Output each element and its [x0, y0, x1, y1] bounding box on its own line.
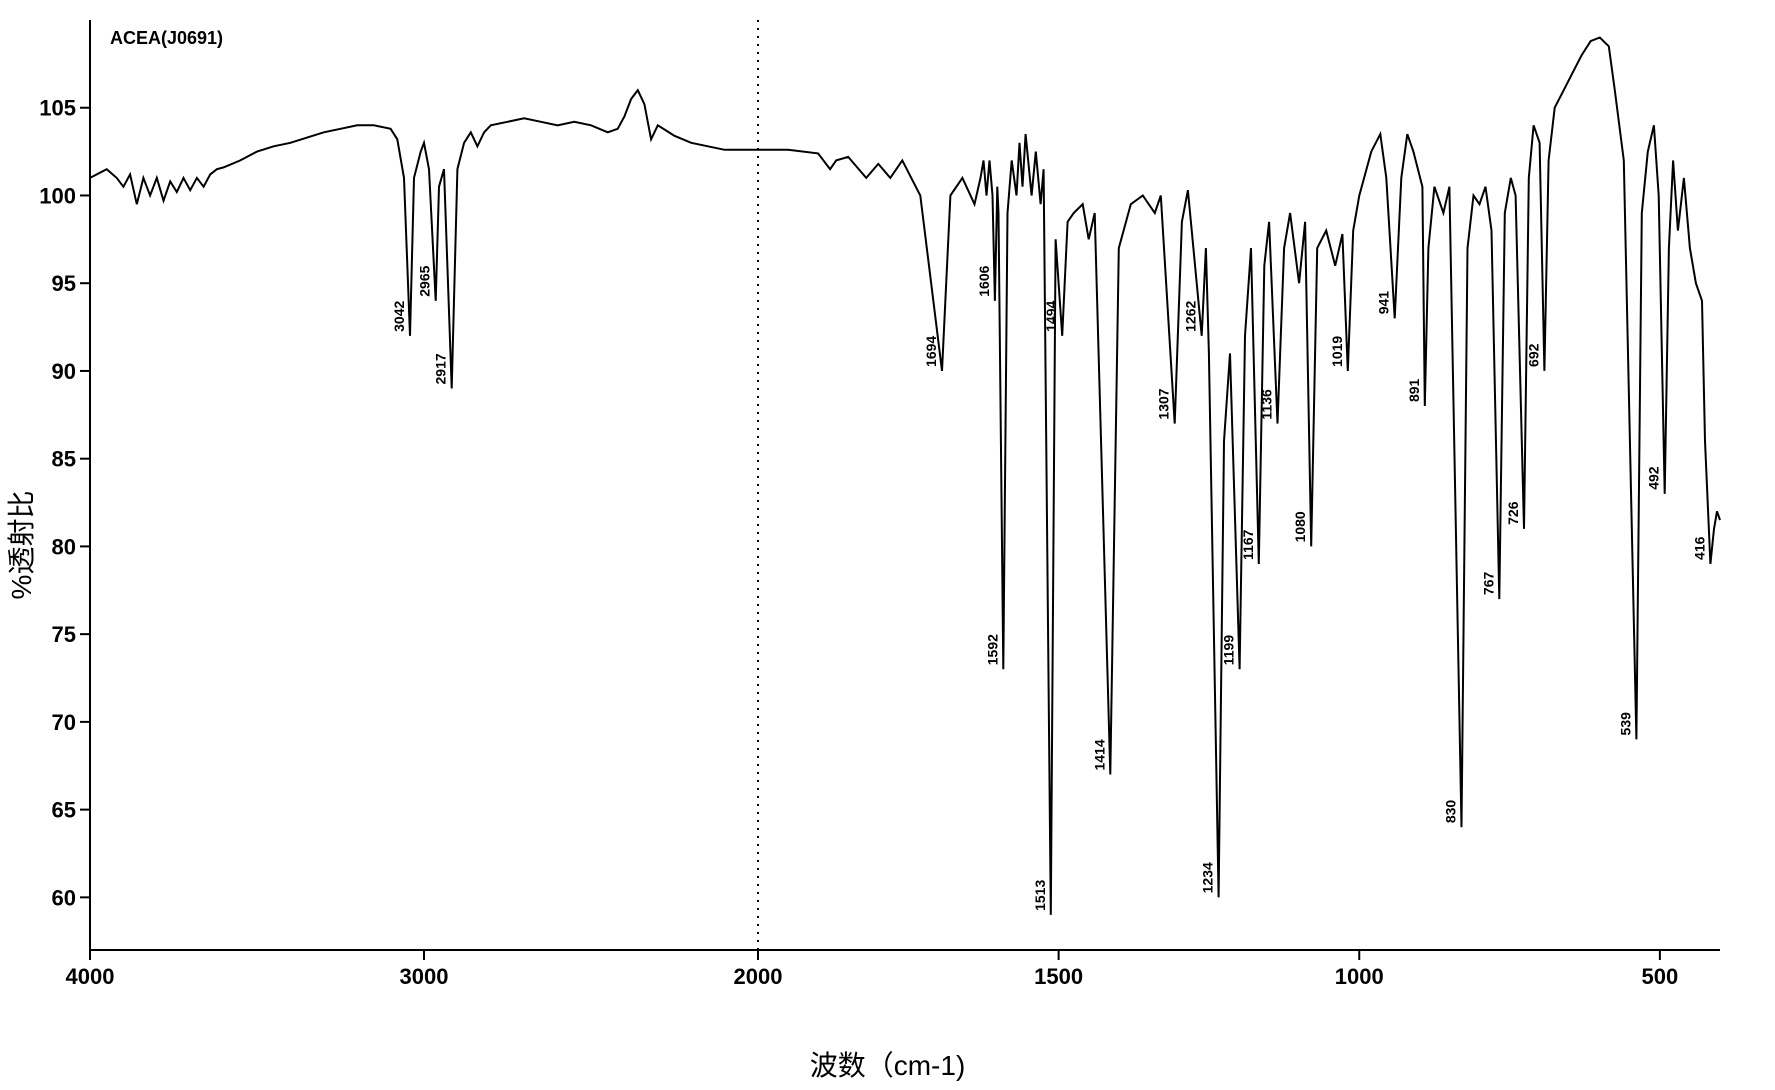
- y-tick-label: 105: [39, 96, 76, 121]
- peak-label: 1592: [984, 634, 1000, 665]
- sample-label: ACEA(J0691): [110, 28, 223, 48]
- peak-label: 1080: [1292, 511, 1308, 542]
- peak-label: 1234: [1200, 862, 1216, 893]
- peak-label: 767: [1480, 571, 1496, 595]
- ir-spectrum-chart: %透射比 波数（cm-1) 60 65 70 75 80 85 90 95 100 105 4000…: [0, 0, 1775, 1090]
- chart-svg: 60 65 70 75 80 85 90 95 100 105 4000 3000 2000 1500 10…: [0, 0, 1775, 1050]
- y-axis-label: %透射比: [0, 491, 40, 600]
- x-axis-label: 波数（cm-1): [810, 1044, 966, 1084]
- peak-label: 726: [1505, 501, 1521, 525]
- peak-label: 492: [1646, 466, 1662, 490]
- y-tick-label: 95: [52, 271, 76, 296]
- y-tick-label: 90: [52, 359, 76, 384]
- peak-label: 1167: [1240, 529, 1256, 560]
- peak-label: 941: [1376, 291, 1392, 315]
- y-tick-label: 75: [52, 622, 76, 647]
- peak-label: 416: [1691, 536, 1707, 560]
- x-tick-label: 3000: [400, 964, 449, 989]
- axis-frame: [90, 20, 1720, 950]
- peak-label: 2917: [433, 353, 449, 384]
- peak-label: 1136: [1258, 389, 1274, 420]
- y-tick-label: 60: [52, 885, 76, 910]
- peak-label: 1694: [923, 336, 939, 367]
- peak-label: 1019: [1329, 336, 1345, 367]
- peak-label: 3042: [391, 300, 407, 331]
- peak-label: 1494: [1043, 300, 1059, 331]
- peak-label: 830: [1442, 800, 1458, 824]
- y-tick-label: 70: [52, 710, 76, 735]
- peak-label: 891: [1406, 378, 1422, 402]
- peak-label: 1414: [1091, 739, 1107, 770]
- peak-label: 1199: [1221, 635, 1237, 666]
- y-tick-label: 65: [52, 798, 76, 823]
- y-tick-label: 100: [39, 183, 76, 208]
- peak-label: 692: [1525, 343, 1541, 367]
- x-tick-label: 4000: [66, 964, 115, 989]
- peak-label: 1307: [1156, 388, 1172, 419]
- peak-label: 2965: [417, 265, 433, 296]
- x-tick-label: 500: [1642, 964, 1679, 989]
- x-tick-label: 1000: [1335, 964, 1384, 989]
- spectrum-trace: [90, 38, 1720, 915]
- y-tick-label: 80: [52, 534, 76, 559]
- x-tick-label: 2000: [734, 964, 783, 989]
- x-tick-label: 1500: [1034, 964, 1083, 989]
- peak-label: 539: [1617, 712, 1633, 736]
- peak-label: 1606: [976, 265, 992, 296]
- y-tick-label: 85: [52, 447, 76, 472]
- peak-label: 1513: [1032, 880, 1048, 911]
- peak-label: 1262: [1183, 300, 1199, 331]
